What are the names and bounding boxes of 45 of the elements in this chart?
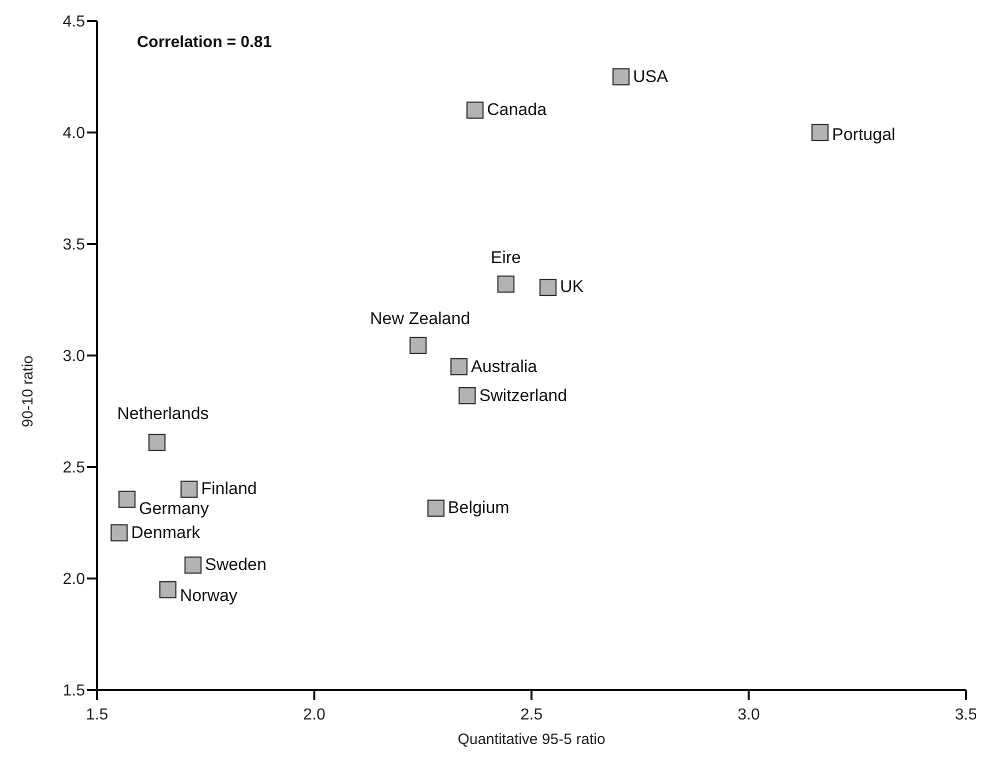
point bbox=[466, 102, 484, 119]
point bbox=[458, 387, 476, 404]
point bbox=[118, 490, 136, 508]
annotation: Correlation = 0.81 bbox=[137, 34, 272, 52]
annotation: Canada bbox=[487, 100, 547, 120]
annotation: Denmark bbox=[131, 522, 200, 543]
x-tick-label: 1.5 bbox=[86, 706, 108, 724]
annotation: Finland bbox=[201, 479, 257, 500]
annotation: Portugal bbox=[832, 124, 896, 144]
y-tick-label: 2.0 bbox=[62, 571, 86, 588]
point bbox=[180, 480, 198, 498]
y-tick-label: 1.5 bbox=[62, 682, 86, 700]
y-tick-label: 3.5 bbox=[62, 236, 86, 254]
annotation: Australia bbox=[470, 356, 538, 377]
point bbox=[497, 276, 514, 293]
point bbox=[184, 556, 202, 574]
annotation: Norway bbox=[180, 586, 238, 606]
x-axis-title: Quantitative 95-5 ratio bbox=[458, 731, 606, 748]
annotation: USA bbox=[633, 66, 668, 87]
point bbox=[427, 500, 445, 517]
y-tick-label: 4.5 bbox=[62, 14, 86, 31]
x-tick-label: 3.0 bbox=[738, 706, 760, 724]
point bbox=[612, 68, 630, 86]
annotation: Germany bbox=[138, 499, 209, 520]
annotation: Eire bbox=[490, 248, 521, 268]
point bbox=[409, 336, 427, 354]
y-tick-label: 3.0 bbox=[62, 348, 86, 366]
y-tick-label: 4.0 bbox=[62, 125, 86, 142]
x-tick-label: 3.5 bbox=[954, 706, 978, 724]
annotation: Switzerland bbox=[479, 386, 568, 406]
annotation: New Zealand bbox=[370, 309, 470, 330]
y-axis-title: 90-10 ratio bbox=[19, 356, 36, 428]
annotation: Sweden bbox=[205, 555, 266, 576]
point bbox=[450, 358, 468, 376]
point bbox=[148, 434, 166, 452]
annotation: Netherlands bbox=[117, 404, 209, 424]
point bbox=[539, 278, 557, 296]
point bbox=[110, 524, 128, 542]
x-tick-label: 2.0 bbox=[303, 706, 326, 724]
y-tick-label: 2.5 bbox=[62, 460, 86, 477]
point bbox=[159, 581, 176, 598]
annotation: Belgium bbox=[448, 498, 510, 518]
x-tick-label: 2.5 bbox=[520, 706, 543, 724]
annotation: UK bbox=[560, 277, 584, 298]
point bbox=[811, 124, 829, 142]
